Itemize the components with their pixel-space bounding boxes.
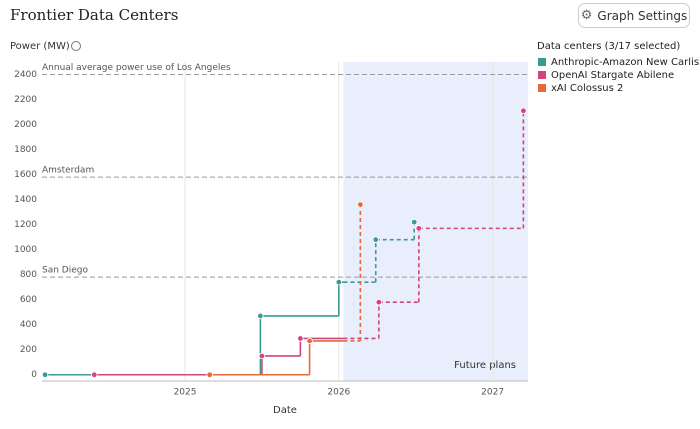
point: [258, 352, 266, 360]
point: [520, 107, 527, 114]
gear-icon: ⚙: [580, 8, 593, 23]
legend-label: xAI Colossus 2: [551, 83, 623, 94]
point: [297, 335, 304, 342]
legend-title: Data centers (3/17 selected): [537, 41, 680, 52]
legend-swatch: [538, 84, 546, 92]
y-axis-label: Power (MW): [10, 41, 70, 52]
chart-title: Frontier Data Centers: [10, 6, 178, 24]
graph-settings-button[interactable]: ⚙ Graph Settings: [578, 3, 690, 28]
button-label: Graph Settings: [597, 8, 688, 23]
point: [41, 371, 49, 378]
y-tick-label: 2000: [14, 120, 37, 130]
legend-label: Anthropic-Amazon New Carlisle: [551, 57, 700, 68]
point: [335, 278, 343, 286]
legend-label: OpenAI Stargate Abilene: [551, 70, 674, 81]
legend-swatch: [538, 71, 546, 79]
legend-swatch: [538, 58, 546, 66]
reference-label: San Diego: [42, 266, 88, 276]
point: [91, 371, 98, 378]
y-tick-label: 2400: [14, 70, 37, 80]
x-tick-label: 2026: [327, 388, 350, 398]
info-icon[interactable]: [71, 41, 81, 51]
y-tick-label: 200: [20, 345, 37, 355]
y-tick-label: 400: [20, 320, 37, 330]
y-tick-label: 0: [31, 370, 37, 380]
point: [306, 337, 313, 345]
y-tick-label: 1600: [14, 170, 37, 180]
reference-label: Annual average power use of Los Angeles: [42, 63, 231, 73]
y-tick-label: 1800: [14, 145, 37, 155]
y-tick-label: 2200: [14, 95, 37, 105]
point: [375, 298, 383, 306]
future-region: [343, 62, 528, 381]
x-axis-label: Date: [273, 405, 297, 416]
y-tick-label: 1400: [14, 195, 37, 205]
point: [257, 312, 264, 320]
point: [206, 371, 213, 378]
future-label: Future plans: [454, 360, 516, 371]
y-tick-label: 600: [20, 295, 37, 305]
point: [372, 236, 379, 243]
point: [410, 218, 418, 226]
reference-label: Amsterdam: [42, 166, 94, 176]
x-tick-label: 2025: [174, 388, 197, 398]
y-tick-label: 1000: [14, 245, 37, 255]
point: [415, 225, 423, 232]
y-tick-label: 800: [20, 270, 37, 280]
point: [357, 201, 364, 208]
x-tick-label: 2027: [481, 388, 504, 398]
y-tick-label: 1200: [14, 220, 37, 230]
